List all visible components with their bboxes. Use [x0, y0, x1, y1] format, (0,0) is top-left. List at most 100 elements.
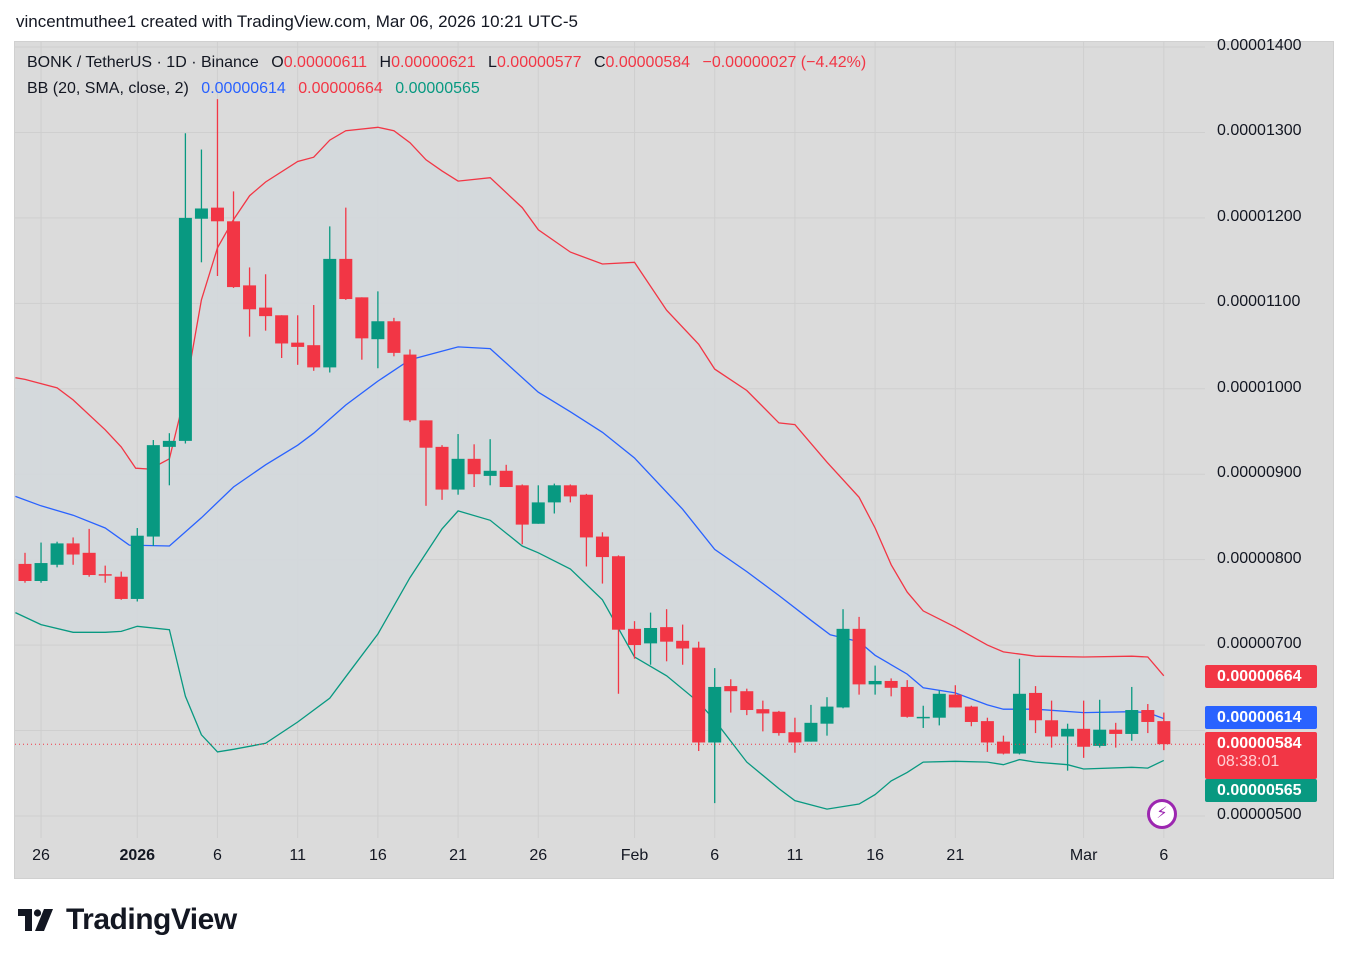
bb-basis-value: 0.00000614 [201, 80, 286, 97]
time-axis-label: 16 [368, 847, 387, 864]
price-axis-label: 0.00001200 [1217, 207, 1302, 225]
candle-down [676, 640, 690, 649]
bollinger-lower-line [15, 510, 1165, 810]
candle-down [98, 574, 112, 576]
candle-down [387, 321, 401, 353]
candle-down [210, 207, 224, 222]
candle-down [243, 285, 257, 310]
tradingview-logo-text: TradingView [66, 903, 237, 936]
candle-up [50, 543, 64, 565]
candle-up [371, 321, 385, 340]
candle-down [291, 342, 305, 347]
candle-down [563, 485, 577, 497]
bb-title[interactable]: BB (20, SMA, close, 2) [27, 80, 189, 97]
candle-down [756, 709, 770, 714]
candle-down [852, 628, 866, 685]
tradingview-logo[interactable]: TradingView [18, 903, 237, 937]
time-axis-label: Mar [1069, 847, 1098, 864]
candle-down [964, 706, 978, 722]
plot-area [15, 99, 1171, 810]
candle-down [1029, 692, 1043, 721]
chart-credit: vincentmuthee1 created with TradingView.… [16, 12, 578, 31]
symbol-title[interactable]: BONK / TetherUS · 1D · Binance [27, 54, 259, 71]
candle-up [804, 722, 818, 742]
bb-basis-price-tag: 0.00000614 [1205, 706, 1317, 729]
close-label: C [593, 54, 606, 71]
high-label: H [379, 54, 392, 71]
high-value: 0.00000621 [391, 54, 476, 71]
time-axis-label: 16 [866, 847, 885, 864]
candle-down [307, 345, 321, 368]
time-axis-label: 21 [946, 847, 965, 864]
candle-up [531, 502, 545, 524]
bb-lower-value: 0.00000565 [395, 80, 480, 97]
candle-up [323, 258, 337, 368]
price-axis-label: 0.00000800 [1217, 549, 1302, 567]
candle-up [1012, 693, 1026, 754]
candle-up [34, 563, 48, 581]
candle-up [708, 686, 722, 743]
candle-down [1077, 728, 1091, 747]
candle-down [114, 576, 128, 599]
candle-up [932, 693, 946, 718]
bb-upper-tag-text: 0.00000664 [1217, 668, 1302, 685]
time-axis-label: 11 [786, 847, 804, 864]
candle-down [275, 315, 289, 344]
candle-down [595, 536, 609, 558]
candle-down [788, 732, 802, 743]
candle-up [1093, 729, 1107, 746]
bb-lower-tag-text: 0.00000565 [1217, 782, 1302, 799]
candle-up [483, 470, 497, 476]
ohlc-legend: BONK / TetherUS · 1D · Binance O0.000006… [27, 54, 866, 72]
candle-up [162, 440, 176, 447]
candle-down [419, 420, 433, 448]
bb-upper-value: 0.00000664 [298, 80, 383, 97]
candle-down [1045, 720, 1059, 737]
time-axis-label: 11 [289, 847, 306, 864]
time-axis-label: 2026 [119, 847, 156, 864]
candle-down [435, 446, 449, 490]
candle-down [339, 258, 353, 300]
change-value: −0.00000027 (−4.42%) [702, 54, 867, 71]
candle-down [980, 721, 994, 743]
candle-up [868, 680, 882, 685]
candle-up [820, 706, 834, 724]
candle-down [1109, 729, 1123, 734]
bb-upper-price-tag: 0.00000664 [1205, 665, 1317, 688]
candle-down [227, 221, 241, 288]
time-axis-label: Feb [620, 847, 649, 864]
lightning-icon[interactable]: ⚡ [1147, 799, 1177, 829]
candle-up [451, 458, 465, 490]
candle-down [1141, 710, 1155, 722]
candle-down [948, 694, 962, 708]
candle-down [1157, 721, 1171, 745]
candle-down [18, 563, 32, 581]
candle-down [515, 485, 529, 525]
candle-down [660, 627, 674, 642]
bb-legend: BB (20, SMA, close, 2) 0.00000614 0.0000… [27, 80, 480, 98]
open-label: O [271, 54, 284, 71]
price-axis-label: 0.00001000 [1217, 378, 1302, 396]
candle-up [1125, 710, 1139, 734]
low-value: 0.00000577 [496, 54, 582, 71]
bollinger-upper-line [15, 126, 1165, 677]
candle-down [884, 680, 898, 688]
price-axis-label: 0.00000700 [1217, 635, 1302, 653]
bb-basis-tag-text: 0.00000614 [1217, 709, 1302, 726]
open-value: 0.00000611 [283, 54, 368, 71]
price-axis-label: 0.00001400 [1217, 37, 1302, 54]
candle-down [724, 686, 738, 692]
price-axis-label: 0.00000500 [1217, 805, 1302, 823]
candle-up [1061, 728, 1075, 737]
time-axis-label: 21 [449, 847, 467, 864]
last-price-text: 0.00000584 [1217, 735, 1302, 752]
price-axis-label: 0.00001300 [1217, 122, 1302, 140]
time-axis-label: 6 [1159, 847, 1169, 864]
time-axis-label: 6 [710, 847, 720, 864]
candle-up [916, 716, 930, 719]
candle-up [836, 628, 850, 708]
candle-down [996, 741, 1010, 754]
candle-up [178, 217, 192, 441]
candle-down [66, 543, 80, 555]
